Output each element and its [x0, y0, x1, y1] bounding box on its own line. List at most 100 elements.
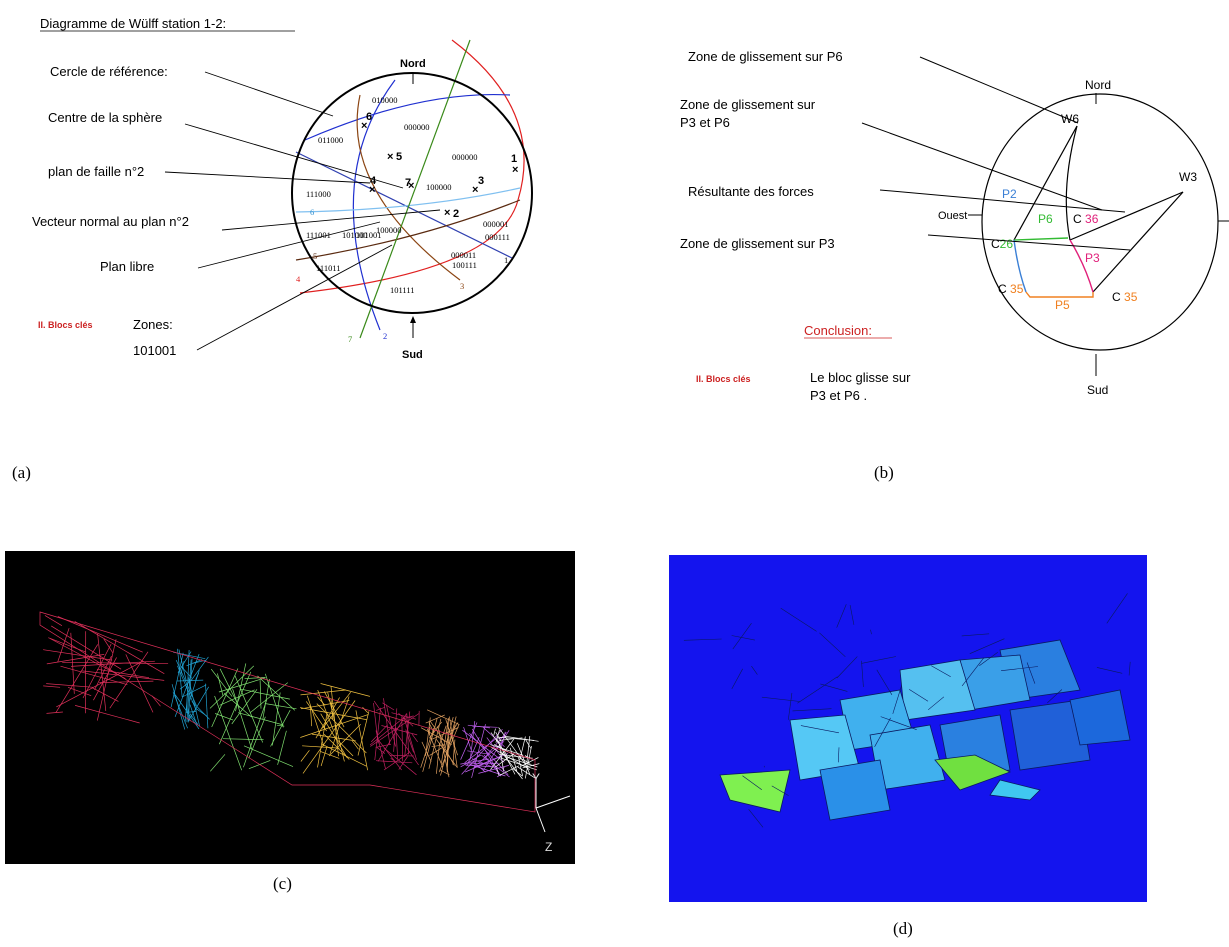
- rock-block: [1009, 699, 1091, 771]
- wire-segment: [335, 737, 354, 757]
- point-w3: W3: [1179, 170, 1197, 184]
- wire-segment: [390, 758, 396, 762]
- caption-a: (a): [12, 463, 31, 482]
- wire-segment: [467, 724, 490, 729]
- wire-segment: [322, 691, 351, 729]
- wire-segment: [374, 707, 381, 761]
- mesh-edge: [838, 747, 840, 763]
- wire-segment: [498, 741, 504, 772]
- section-label-a: II. Blocs clés: [38, 320, 93, 330]
- zone-code: 111001: [306, 230, 331, 240]
- wire-segment: [180, 666, 192, 679]
- wire-segment: [44, 615, 63, 626]
- wire-segment: [264, 703, 297, 710]
- corner-c26: C26: [991, 237, 1013, 251]
- wire-segment: [186, 659, 192, 723]
- wire-segment: [462, 729, 505, 763]
- wire-segment: [469, 764, 506, 777]
- wire-segment: [329, 696, 350, 754]
- mesh-edge: [751, 665, 758, 675]
- wire-segment: [70, 632, 75, 694]
- curve-label-5: 5: [313, 251, 317, 261]
- leader-fault-plane: [164, 171, 371, 184]
- wire-segment: [182, 684, 207, 698]
- great-circle-2: [352, 79, 396, 331]
- wire-segment: [403, 716, 417, 760]
- wire-segment: [177, 679, 204, 682]
- mesh-edge: [1047, 689, 1063, 704]
- wire-segment: [460, 722, 478, 760]
- label-zones-value: 101001: [133, 343, 176, 358]
- mesh-edge: [731, 668, 743, 690]
- wire-segment: [48, 637, 87, 653]
- wire-segment: [264, 673, 284, 728]
- great-circle-blue-upper: [304, 93, 511, 141]
- zone-code: 000011: [451, 250, 476, 260]
- wire-segment: [187, 676, 200, 727]
- wire-segment: [375, 760, 413, 764]
- curve-label-1: 1: [504, 255, 508, 265]
- wire-segment: [232, 688, 253, 750]
- wire-segment: [438, 723, 460, 773]
- mesh-edge: [870, 629, 872, 635]
- wire-segment: [75, 705, 140, 724]
- leader-p3p6-zone: [861, 122, 1103, 211]
- wire-segment: [323, 691, 345, 728]
- wire-segment: [377, 738, 402, 771]
- pole-marker: ×: [472, 184, 478, 196]
- zone-code: 010000: [372, 95, 398, 105]
- wire-segment: [381, 725, 418, 736]
- zone-code: 100000: [376, 225, 402, 235]
- label-p3p6-zone-1: Zone de glissement sur: [680, 97, 816, 112]
- wire-segment: [272, 692, 281, 746]
- wire-segment: [518, 757, 524, 777]
- wire-segment: [463, 726, 472, 750]
- pole-label: 1: [511, 153, 517, 165]
- axis-z-label: Z: [545, 840, 552, 854]
- wire-segment: [393, 708, 398, 752]
- wire-segment: [431, 744, 445, 748]
- plane-label-p3: P3: [1085, 251, 1100, 265]
- rock-block: [1069, 689, 1131, 746]
- wire-segment: [174, 653, 200, 718]
- great-circle-3: [356, 94, 461, 281]
- wire-segment: [375, 743, 392, 748]
- label-free-plane: Plan libre: [100, 259, 154, 274]
- zone-code: 000000: [452, 152, 478, 162]
- label-p6-zone: Zone de glissement sur P6: [688, 49, 843, 64]
- wire-segment: [425, 714, 445, 724]
- north-label: Nord: [400, 58, 426, 70]
- mesh-edge: [780, 607, 817, 632]
- wire-segment: [194, 707, 207, 717]
- mesh-edge: [892, 685, 902, 714]
- label-sphere-center: Centre de la sphère: [48, 110, 162, 125]
- mesh-edge: [748, 809, 764, 828]
- panel-d-render: [669, 555, 1147, 902]
- mesh-edge: [1106, 593, 1128, 624]
- wire-segment: [490, 732, 508, 756]
- wire-segment: [376, 707, 385, 711]
- pole-label: 6: [366, 111, 372, 123]
- mesh-edge: [874, 717, 891, 747]
- wire-segment: [46, 711, 63, 714]
- wire-segment: [428, 726, 439, 739]
- wire-segment: [426, 709, 460, 725]
- plane-label-p2: P2: [1002, 187, 1017, 201]
- mesh-edge: [788, 692, 793, 720]
- label-p3p6-zone-2: P3 et P6: [680, 115, 730, 130]
- wire-segment: [57, 628, 70, 663]
- wire-segment: [300, 750, 310, 762]
- wire-segment: [209, 665, 255, 709]
- arc-c36-w3: [1069, 191, 1184, 241]
- wire-segment: [317, 712, 328, 768]
- wire-segment: [438, 725, 447, 747]
- panel-b-stereonet: Nord Sud Ouest W6 W3 P2 P6 P3 P5 C 36 C2…: [680, 49, 1229, 403]
- pole-label: 5: [396, 151, 402, 163]
- wire-segment: [465, 764, 497, 768]
- zone-code: 101001: [356, 230, 382, 240]
- caption-b: (b): [874, 463, 894, 482]
- wire-segment: [211, 668, 239, 728]
- mesh-edge: [761, 696, 800, 702]
- wire-segment: [248, 716, 266, 759]
